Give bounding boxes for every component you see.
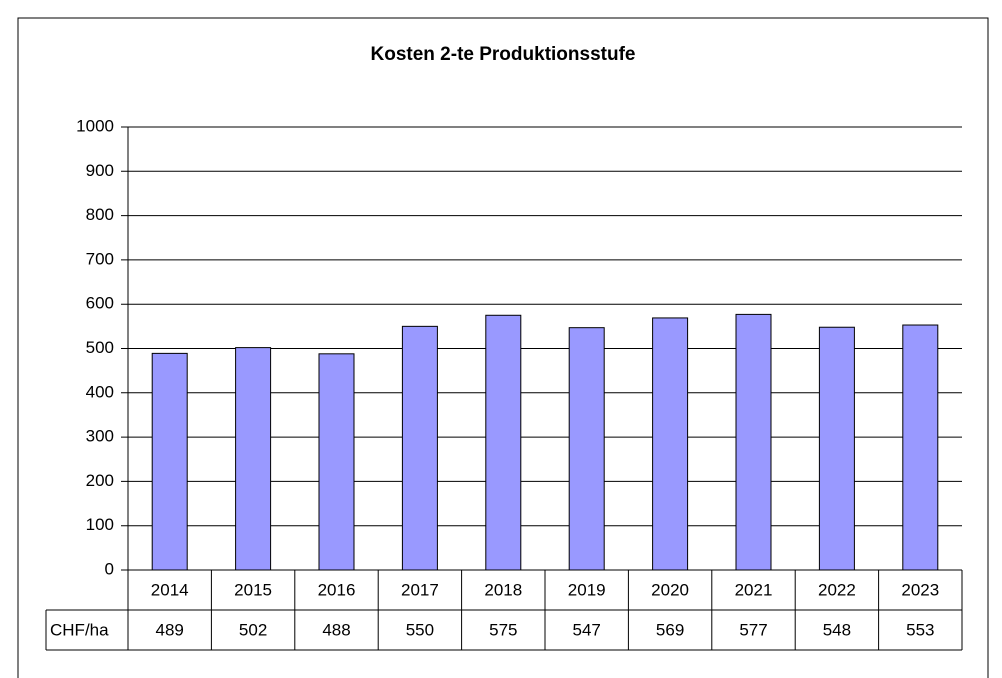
y-tick-label: 300 [86, 427, 114, 446]
bar [485, 314, 522, 571]
table-value: 488 [322, 620, 350, 639]
bar [151, 352, 188, 571]
y-tick-label: 800 [86, 205, 114, 224]
legend-label: CHF/ha [50, 620, 109, 639]
bar [568, 327, 605, 571]
bar [401, 325, 438, 571]
y-tick-label: 500 [86, 338, 114, 357]
table-value: 553 [906, 620, 934, 639]
x-tick-label: 2023 [901, 580, 939, 599]
y-tick-label: 100 [86, 515, 114, 534]
y-tick-label: 700 [86, 249, 114, 268]
bar [735, 313, 772, 571]
bar [235, 347, 272, 571]
x-tick-label: 2019 [568, 580, 606, 599]
table-value: 550 [406, 620, 434, 639]
y-tick-label: 200 [86, 471, 114, 490]
chart-border [17, 17, 989, 678]
bar [902, 324, 939, 571]
y-tick-label: 1000 [76, 116, 114, 135]
x-tick-label: 2016 [318, 580, 356, 599]
table-value: 502 [239, 620, 267, 639]
bar [652, 317, 689, 571]
x-tick-label: 2021 [735, 580, 773, 599]
table-value: 547 [573, 620, 601, 639]
x-tick-label: 2020 [651, 580, 689, 599]
y-tick-label: 900 [86, 161, 114, 180]
table-value: 489 [156, 620, 184, 639]
bar [818, 326, 855, 571]
bar [318, 353, 355, 571]
chart-title: Kosten 2-te Produktionsstufe [371, 44, 636, 65]
table-value: 548 [823, 620, 851, 639]
x-tick-label: 2015 [234, 580, 272, 599]
x-tick-label: 2014 [151, 580, 189, 599]
table-value: 577 [739, 620, 767, 639]
y-tick-label: 0 [105, 559, 114, 578]
y-tick-label: 600 [86, 294, 114, 313]
table-value: 569 [656, 620, 684, 639]
x-tick-label: 2022 [818, 580, 856, 599]
x-tick-label: 2017 [401, 580, 439, 599]
y-tick-label: 400 [86, 382, 114, 401]
x-tick-label: 2018 [484, 580, 522, 599]
table-value: 575 [489, 620, 517, 639]
